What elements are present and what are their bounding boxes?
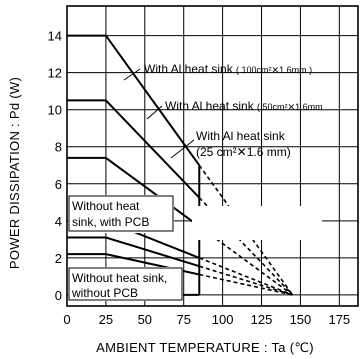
series-dashed-line bbox=[199, 273, 293, 296]
annotation-leader bbox=[170, 139, 195, 159]
annotation-label: (25 cm²✕1.6 mm) bbox=[196, 145, 291, 159]
annotation-box bbox=[68, 267, 183, 301]
annotation-label: With Al heat sink bbox=[196, 129, 286, 143]
annotation-bg bbox=[68, 267, 183, 301]
annotation-bg bbox=[68, 195, 174, 233]
x-tick-label: 100 bbox=[212, 312, 234, 327]
series-solid-line bbox=[67, 99, 201, 199]
y-tick-label: 0 bbox=[55, 288, 62, 303]
y-tick-label: 6 bbox=[55, 177, 62, 192]
x-tick-label: 75 bbox=[176, 312, 190, 327]
y-tick-label: 2 bbox=[55, 251, 62, 266]
x-tick-label: 50 bbox=[138, 312, 152, 327]
y-tick-label: 14 bbox=[48, 29, 62, 44]
annotation-leader bbox=[123, 68, 141, 81]
y-tick-label: 12 bbox=[48, 66, 62, 81]
annotations: With Al heat sink ( 100cm²✕1.6mm ) With A… bbox=[68, 62, 323, 301]
x-tick-label: 175 bbox=[328, 312, 350, 327]
y-tick-label: 4 bbox=[55, 214, 62, 229]
x-tick-label: 125 bbox=[251, 312, 273, 327]
series-dashed-line bbox=[199, 257, 293, 296]
annotation-label: With Al heat sink ( 100cm²✕1.6mm ) bbox=[144, 62, 312, 76]
series-dashed-line bbox=[199, 265, 293, 296]
annotation-box bbox=[68, 195, 174, 232]
y-axis-title: POWER DISSIPATION : Pd (W) bbox=[7, 77, 22, 269]
annotation-label: without PCB bbox=[71, 286, 138, 300]
annotation-leader bbox=[146, 105, 163, 120]
x-tick-label: 0 bbox=[63, 312, 70, 327]
y-tick-label: 10 bbox=[48, 103, 62, 118]
annotation-bg bbox=[192, 206, 322, 240]
series-solid-line bbox=[67, 34, 201, 166]
y-tick-label: 8 bbox=[55, 140, 62, 155]
x-axis-title: AMBIENT TEMPERATURE : Ta (℃) bbox=[96, 340, 314, 355]
annotation-label: Without heat sink, bbox=[72, 271, 167, 285]
tick-labels: 0 25 50 75 100 125 150 175 0 2 4 6 8 10 12 14 bbox=[48, 29, 351, 327]
plot-frame bbox=[66, 5, 359, 307]
annotation-label: sink, with PCB bbox=[72, 215, 149, 229]
x-tick-label: 150 bbox=[290, 312, 312, 327]
x-tick-label: 25 bbox=[99, 312, 113, 327]
series-dashed-line bbox=[198, 225, 294, 296]
series-solid-line bbox=[67, 236, 200, 268]
annotation-label: Without heat bbox=[72, 199, 140, 213]
annotation-label: With Al heat sink ( 50cm²✕1.6mm bbox=[165, 99, 323, 113]
